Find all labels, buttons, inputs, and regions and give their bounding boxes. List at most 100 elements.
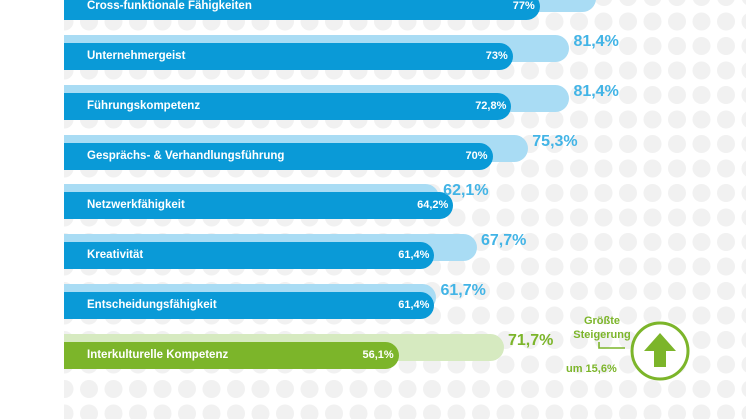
front-value-label: 77% <box>512 0 535 12</box>
background-dot <box>153 380 172 398</box>
background-dot <box>741 356 746 373</box>
background-dot <box>668 86 686 104</box>
background-dot <box>717 404 735 419</box>
background-dot <box>692 135 711 153</box>
background-dot <box>643 135 662 153</box>
background-dot <box>643 282 662 300</box>
background-dot <box>521 257 539 276</box>
background-dot <box>521 380 539 398</box>
background-dot <box>619 306 637 325</box>
background-dot <box>619 37 637 55</box>
category-label: Netzwerkfähigkeit <box>87 199 185 211</box>
background-dot <box>521 110 539 129</box>
background-dot <box>741 62 746 79</box>
category-label: Entscheidungsfähigkeit <box>87 299 217 311</box>
background-dot <box>300 380 319 398</box>
background-dot <box>594 86 613 104</box>
background-dot <box>423 404 441 419</box>
background-dot <box>619 282 637 300</box>
category-label: Kreativität <box>87 249 144 261</box>
background-dot <box>619 184 637 202</box>
background-dot <box>521 159 539 178</box>
background-dot <box>692 233 711 251</box>
background-dot <box>619 0 637 6</box>
background-dot <box>545 159 564 178</box>
background-dot <box>570 12 588 31</box>
background-dot <box>349 404 368 419</box>
background-dot <box>472 184 490 202</box>
background-dot <box>594 159 613 178</box>
category-label: Gesprächs- & Verhandlungsführung <box>87 150 285 162</box>
background-dot <box>570 282 588 300</box>
background-dot <box>741 13 746 30</box>
background-dot <box>276 404 294 419</box>
background-dot <box>643 61 662 80</box>
back-value-label: 75,3% <box>532 133 578 150</box>
left-margin <box>0 0 64 419</box>
front-value-label: 61,4% <box>398 249 430 261</box>
background-dot <box>717 110 735 129</box>
background-dot <box>619 159 637 178</box>
bar-row: Netzwerkfähigkeit 64,2% 62,1% <box>0 182 746 222</box>
background-dot <box>570 306 588 325</box>
background-dot <box>668 404 686 419</box>
background-dot <box>570 135 588 153</box>
background-dot <box>570 184 588 202</box>
background-dot <box>521 208 539 227</box>
background-dot <box>717 208 735 227</box>
background-dot <box>129 380 147 398</box>
background-dot <box>570 233 588 251</box>
background-dot <box>741 38 746 54</box>
background-dot <box>668 0 686 6</box>
background-dot <box>521 282 539 300</box>
background-dot <box>447 306 466 325</box>
background-dot <box>104 380 123 398</box>
background-dot <box>104 404 123 419</box>
background-dot <box>692 159 711 178</box>
back-value-label: 85,4% <box>600 0 645 1</box>
background-dot <box>545 110 564 129</box>
background-dot <box>447 282 466 300</box>
back-value-label: 61,7% <box>440 282 486 299</box>
bar-front <box>0 143 493 170</box>
background-dot <box>594 184 613 202</box>
background-dot <box>619 208 637 227</box>
background-dot <box>741 87 746 103</box>
background-dot <box>741 111 746 128</box>
bar-row: Kreativität 61,4% 67,7% <box>0 232 746 272</box>
growth-callout: Größte Steigerung <box>567 314 637 342</box>
bar-front <box>0 43 513 70</box>
front-value-label: 70% <box>465 150 488 162</box>
background-dot <box>741 160 746 177</box>
background-dot <box>643 233 662 251</box>
back-value-label: 62,1% <box>443 182 489 199</box>
background-dot <box>447 257 466 276</box>
background-dot <box>692 355 711 374</box>
background-dot <box>668 282 686 300</box>
callout-bracket <box>598 342 625 349</box>
background-dot <box>717 282 735 300</box>
background-dot <box>570 331 588 349</box>
front-value-label: 64,2% <box>417 199 449 211</box>
background-dot <box>570 404 588 419</box>
background-dot <box>594 61 613 80</box>
background-dot <box>545 306 564 325</box>
background-dot <box>741 332 746 348</box>
front-value-label: 73% <box>485 50 508 62</box>
background-dot <box>447 404 466 419</box>
background-dot <box>643 306 662 325</box>
front-value-label: 72,8% <box>475 100 507 112</box>
bar-row: Führungskompetenz 72,8% 81,4% <box>0 83 746 123</box>
background-dot <box>251 380 270 398</box>
background-dot <box>496 282 515 300</box>
background-dot <box>276 380 294 398</box>
background-dot <box>595 0 612 6</box>
background-dot <box>447 380 466 398</box>
background-dot <box>472 208 490 227</box>
background-dot <box>619 257 637 276</box>
background-dot <box>227 380 245 398</box>
background-dot <box>643 257 662 276</box>
background-dot <box>472 306 490 325</box>
front-value-label: 56,1% <box>362 349 394 361</box>
background-dot <box>717 135 735 153</box>
